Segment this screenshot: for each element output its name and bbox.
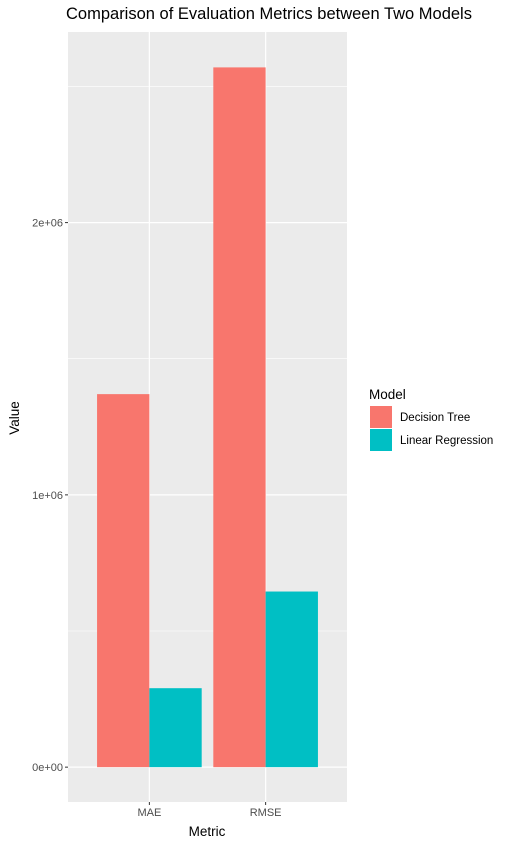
chart-title: Comparison of Evaluation Metrics between… bbox=[66, 5, 472, 23]
y-axis-title: Value bbox=[7, 401, 22, 435]
y-tick-label: 1e+06 bbox=[32, 490, 63, 502]
bar-rmse-decision-tree bbox=[213, 67, 266, 768]
y-tick-label: 2e+06 bbox=[32, 218, 63, 230]
bar-rmse-linear-regression bbox=[265, 591, 318, 768]
bars-layer bbox=[97, 67, 318, 768]
x-tick-label: RMSE bbox=[250, 807, 282, 819]
y-tick-label: 0e+00 bbox=[32, 762, 63, 774]
legend-title: Model bbox=[369, 387, 406, 402]
x-axis-title: Metric bbox=[189, 824, 226, 839]
legend-label: Linear Regression bbox=[400, 435, 493, 447]
legend: Model Decision Tree Linear Regression bbox=[369, 387, 493, 451]
y-axis: 0e+00 1e+06 2e+06 bbox=[32, 218, 68, 774]
legend-key-decision-tree bbox=[370, 406, 392, 428]
x-axis: MAE RMSE bbox=[137, 802, 282, 819]
bar-mae-decision-tree bbox=[97, 394, 150, 768]
legend-label: Decision Tree bbox=[400, 412, 470, 424]
bar-mae-linear-regression bbox=[149, 688, 202, 768]
legend-key-linear-regression bbox=[370, 429, 392, 451]
x-tick-label: MAE bbox=[137, 807, 161, 819]
